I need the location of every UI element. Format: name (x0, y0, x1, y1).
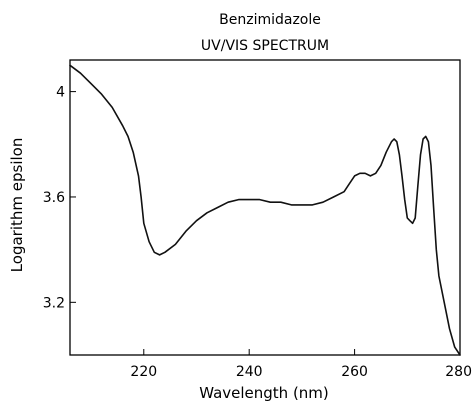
chart-subtitle: UV/VIS SPECTRUM (201, 38, 329, 54)
x-axis-label: Wavelength (nm) (199, 384, 329, 402)
spectrum-line (69, 64, 461, 356)
x-tick-label: 260 (341, 364, 368, 380)
chart-title: Benzimidazole (219, 12, 321, 28)
axis-layer: 220 240 260 280 3.2 3.6 4 (43, 59, 472, 380)
x-tick-label: 280 (445, 364, 472, 380)
y-tick-label: 3.2 (43, 295, 65, 311)
y-axis-label: Logarithm epsilon (8, 138, 26, 273)
y-tick-label: 3.6 (43, 190, 65, 206)
plot-frame (69, 59, 461, 356)
y-tick-label: 4 (56, 85, 65, 101)
x-tick-label: 220 (130, 364, 157, 380)
plot-layer (69, 64, 461, 356)
x-tick-label: 240 (236, 364, 263, 380)
